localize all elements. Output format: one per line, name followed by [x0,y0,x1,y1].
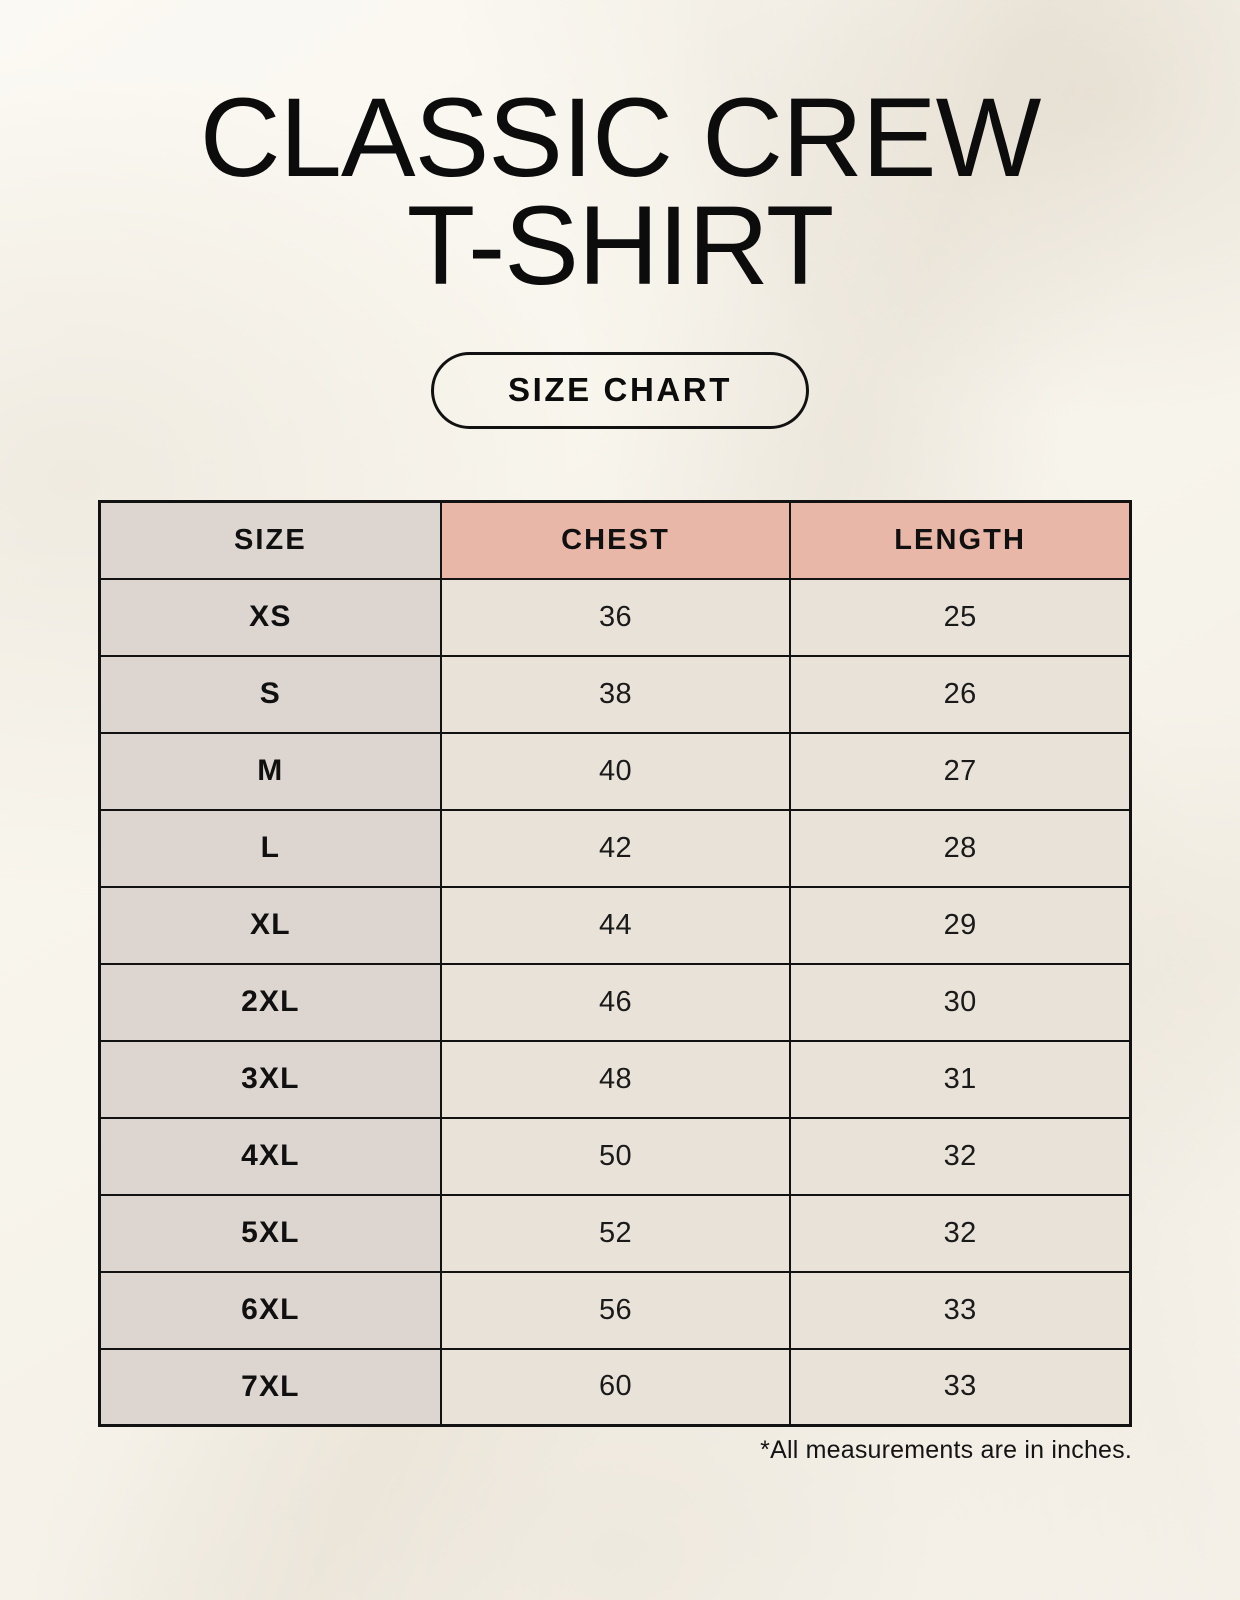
cell-size: S [98,654,442,734]
cell-size: 2XL [98,962,442,1042]
measurement-footnote: *All measurements are in inches. [760,1436,1132,1464]
table-row: S 38 26 [98,654,1132,734]
cell-size: 7XL [98,1347,442,1427]
cell-chest: 48 [439,1039,792,1119]
table-header: SIZE CHEST LENGTH [98,500,1132,580]
cell-size: 4XL [98,1116,442,1196]
badge-container: SIZE CHART [0,352,1240,429]
cell-size: 6XL [98,1270,442,1350]
cell-chest: 44 [439,885,792,965]
cell-size: 5XL [98,1193,442,1273]
table-row: XL 44 29 [98,885,1132,965]
cell-chest: 42 [439,808,792,888]
size-table: SIZE CHEST LENGTH XS 36 25 S 38 26 M 40 27 L 42 28 X… [98,500,1132,1427]
cell-length: 28 [789,808,1132,888]
cell-chest: 46 [439,962,792,1042]
cell-length: 27 [789,731,1132,811]
table-row: 7XL 60 33 [98,1347,1132,1427]
table-body: XS 36 25 S 38 26 M 40 27 L 42 28 XL 44 29 2XL 46 30 3XL 48 3… [98,577,1132,1427]
header-row: SIZE CHEST LENGTH [98,500,1132,580]
table-row: 3XL 48 31 [98,1039,1132,1119]
cell-chest: 50 [439,1116,792,1196]
cell-chest: 52 [439,1193,792,1273]
table-row: M 40 27 [98,731,1132,811]
table-row: 4XL 50 32 [98,1116,1132,1196]
page-title: CLASSIC CREW T-SHIRT [199,75,1042,308]
column-header-size: SIZE [98,500,442,580]
cell-length: 26 [789,654,1132,734]
cell-chest: 38 [439,654,792,734]
cell-size: M [98,731,442,811]
column-header-length: LENGTH [789,500,1132,580]
cell-length: 32 [789,1193,1132,1273]
cell-size: L [98,808,442,888]
cell-size: 3XL [98,1039,442,1119]
table-row: L 42 28 [98,808,1132,888]
column-header-chest: CHEST [439,500,792,580]
cell-chest: 36 [439,577,792,657]
table-row: 6XL 56 33 [98,1270,1132,1350]
cell-length: 31 [789,1039,1132,1119]
cell-chest: 40 [439,731,792,811]
table-row: 2XL 46 30 [98,962,1132,1042]
cell-length: 32 [789,1116,1132,1196]
cell-size: XS [98,577,442,657]
cell-length: 30 [789,962,1132,1042]
cell-length: 33 [789,1270,1132,1350]
cell-chest: 56 [439,1270,792,1350]
size-chart-badge: SIZE CHART [431,352,809,429]
cell-length: 33 [789,1347,1132,1427]
cell-size: XL [98,885,442,965]
table-row: 5XL 52 32 [98,1193,1132,1273]
size-table-container: SIZE CHEST LENGTH XS 36 25 S 38 26 M 40 27 L 42 28 X… [98,500,1132,1427]
cell-chest: 60 [439,1347,792,1427]
cell-length: 25 [789,577,1132,657]
cell-length: 29 [789,885,1132,965]
table-row: XS 36 25 [98,577,1132,657]
